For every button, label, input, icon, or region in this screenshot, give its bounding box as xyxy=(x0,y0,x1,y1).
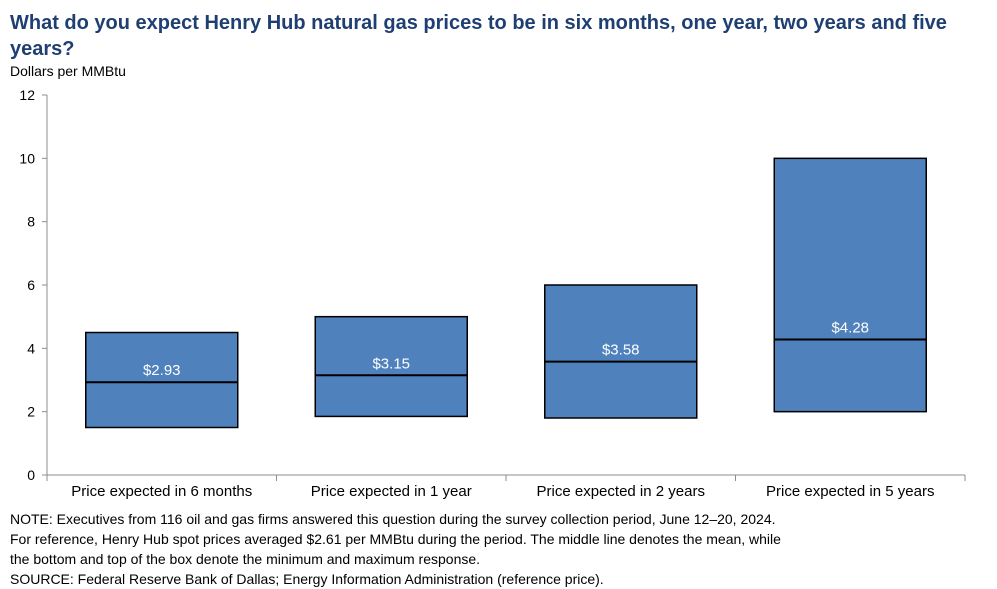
note-line-2: For reference, Henry Hub spot prices ave… xyxy=(10,531,781,547)
chart-notes: NOTE: Executives from 116 oil and gas fi… xyxy=(10,509,970,589)
y-tick-label: 8 xyxy=(27,214,35,230)
x-category-label: Price expected in 6 months xyxy=(71,483,252,500)
range-box xyxy=(314,315,468,418)
y-tick-label: 6 xyxy=(27,277,35,293)
y-axis-unit-label: Dollars per MMBtu xyxy=(10,63,126,79)
y-tick-label: 2 xyxy=(27,404,35,420)
range-box xyxy=(85,331,239,429)
range-box xyxy=(544,284,698,419)
x-category-label: Price expected in 2 years xyxy=(537,483,705,500)
note-line-1: NOTE: Executives from 116 oil and gas fi… xyxy=(10,511,776,527)
y-tick-label: 0 xyxy=(27,467,35,483)
chart-boxes xyxy=(85,157,927,429)
mean-data-label: $4.28 xyxy=(831,319,869,336)
source-line: SOURCE: Federal Reserve Bank of Dallas; … xyxy=(10,571,604,587)
chart-title: What do you expect Henry Hub natural gas… xyxy=(10,12,947,60)
x-category-label: Price expected in 5 years xyxy=(766,483,934,500)
note-line-3: the bottom and top of the box denote the… xyxy=(10,551,481,567)
y-tick-label: 4 xyxy=(27,340,35,356)
mean-data-label: $3.15 xyxy=(372,355,410,372)
y-tick-label: 12 xyxy=(19,87,35,103)
x-category-label: Price expected in 1 year xyxy=(311,483,472,500)
chart-labels: $2.93 Price expected in 6 months $3.15 Pric… xyxy=(71,319,934,500)
y-tick-label: 10 xyxy=(19,150,35,166)
mean-data-label: $3.58 xyxy=(602,342,640,359)
chart-axes: 0 2 4 6 8 10 12 xyxy=(19,87,966,483)
mean-data-label: $2.93 xyxy=(143,362,181,379)
range-box xyxy=(773,157,927,413)
